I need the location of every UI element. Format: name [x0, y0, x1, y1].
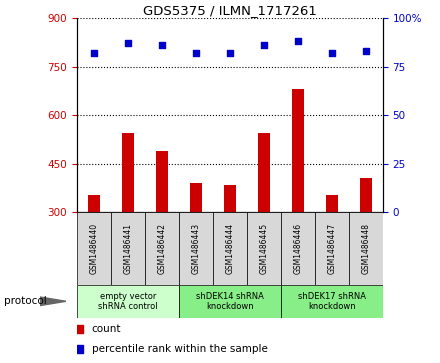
- Polygon shape: [40, 297, 66, 306]
- Text: GSM1486448: GSM1486448: [361, 223, 370, 274]
- Text: shDEK14 shRNA
knockdown: shDEK14 shRNA knockdown: [196, 291, 264, 311]
- Bar: [281, 212, 315, 285]
- Bar: [247, 212, 281, 285]
- Bar: [315, 212, 349, 285]
- Point: [218, 246, 225, 252]
- Point: [362, 48, 369, 54]
- Text: empty vector
shRNA control: empty vector shRNA control: [98, 291, 158, 311]
- Bar: [111, 212, 145, 285]
- Point: [294, 38, 301, 44]
- Text: GSM1486444: GSM1486444: [225, 223, 235, 274]
- Text: protocol: protocol: [4, 296, 47, 306]
- Text: percentile rank within the sample: percentile rank within the sample: [92, 344, 268, 354]
- Bar: [360, 178, 372, 212]
- Bar: [349, 212, 383, 285]
- Bar: [156, 151, 168, 212]
- Bar: [77, 285, 179, 318]
- Point: [158, 42, 165, 48]
- Bar: [145, 212, 179, 285]
- Bar: [258, 133, 270, 212]
- Text: GSM1486447: GSM1486447: [327, 223, 336, 274]
- Bar: [190, 183, 202, 212]
- Bar: [224, 185, 236, 212]
- Bar: [179, 285, 281, 318]
- Text: shDEK17 shRNA
knockdown: shDEK17 shRNA knockdown: [298, 291, 366, 311]
- Text: GSM1486441: GSM1486441: [124, 223, 132, 274]
- Title: GDS5375 / ILMN_1717261: GDS5375 / ILMN_1717261: [143, 4, 317, 17]
- Point: [218, 64, 225, 70]
- Bar: [179, 212, 213, 285]
- Text: count: count: [92, 325, 121, 334]
- Text: GSM1486446: GSM1486446: [293, 223, 302, 274]
- Bar: [122, 133, 134, 212]
- Bar: [326, 195, 338, 212]
- Text: GSM1486440: GSM1486440: [89, 223, 99, 274]
- Point: [260, 42, 268, 48]
- Point: [328, 50, 335, 56]
- Bar: [213, 212, 247, 285]
- Text: GSM1486442: GSM1486442: [158, 223, 166, 274]
- Bar: [77, 212, 111, 285]
- Text: GSM1486443: GSM1486443: [191, 223, 201, 274]
- Point: [91, 50, 98, 56]
- Point: [227, 50, 234, 56]
- Bar: [281, 285, 383, 318]
- Bar: [292, 89, 304, 212]
- Text: GSM1486445: GSM1486445: [259, 223, 268, 274]
- Bar: [88, 195, 100, 212]
- Point: [125, 41, 132, 46]
- Point: [192, 50, 199, 56]
